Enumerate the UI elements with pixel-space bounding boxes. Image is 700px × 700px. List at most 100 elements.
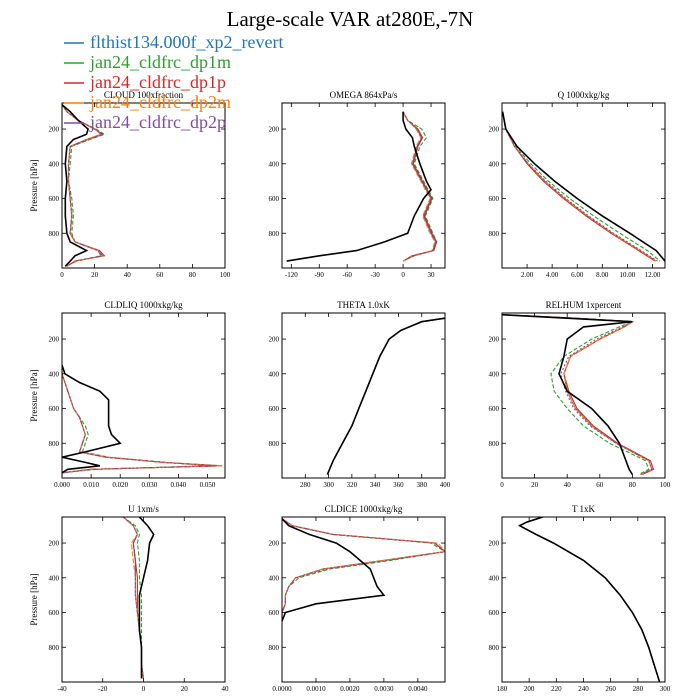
x-tick-label: 340 <box>370 481 381 489</box>
plot-area <box>326 317 445 475</box>
y-tick-label: 200 <box>269 336 280 344</box>
x-tick-label: 4.00 <box>546 271 559 279</box>
axes-frame <box>61 102 226 269</box>
x-tick-label: 0.0000 <box>272 685 292 693</box>
series-line-2 <box>326 317 445 475</box>
series-line-3 <box>62 365 223 474</box>
x-tick-label: 80 <box>629 481 637 489</box>
x-tick-label: -20 <box>98 685 108 693</box>
reference-line <box>502 313 634 475</box>
y-tick-label: 600 <box>49 405 60 413</box>
x-tick-label: 0 <box>401 271 405 279</box>
reference-line <box>326 317 445 475</box>
y-tick-label: 800 <box>269 644 280 652</box>
x-tick-label: 20 <box>91 271 99 279</box>
panel-title: CLDLIQ 1000xkg/kg <box>104 300 183 310</box>
panel-2: 2.00 4.00 6.00 8.00 10.00 12.00 200 400 600 800 Q … <box>489 90 666 279</box>
axes-frame <box>501 516 666 683</box>
legend-entry: flthist134.000f_xp2_revert <box>90 32 283 52</box>
y-tick-label: 200 <box>269 126 280 134</box>
x-tick-label: 20 <box>181 685 189 693</box>
axes-frame <box>61 516 226 683</box>
x-tick-label: 40 <box>564 481 572 489</box>
y-tick-label: 200 <box>489 540 500 548</box>
plot-area <box>502 313 655 476</box>
series-line-3 <box>502 111 657 262</box>
y-tick-label: 600 <box>489 405 500 413</box>
series-line-1 <box>502 111 661 262</box>
y-tick-label: 600 <box>49 609 60 617</box>
axes-frame <box>281 312 446 479</box>
y-tick-label: 400 <box>49 160 60 168</box>
axes-frame <box>281 516 446 683</box>
axes-frame <box>281 102 446 269</box>
series-line-0 <box>502 111 657 262</box>
x-tick-label: 0 <box>60 271 64 279</box>
x-tick-label: 100 <box>660 481 671 489</box>
series-line-2 <box>502 111 656 262</box>
y-tick-label: 800 <box>49 230 60 238</box>
legend-entry: jan24_cldfrc_dp1p <box>89 72 226 92</box>
x-tick-label: -30 <box>370 271 380 279</box>
panel-6: -40 -20 0 20 40 200 400 600 800 U 1xm/s Pressure [… <box>29 504 229 693</box>
x-tick-label: 240 <box>578 685 589 693</box>
x-tick-label: 8.00 <box>596 271 609 279</box>
x-tick-label: 320 <box>347 481 358 489</box>
series-line-0 <box>326 317 445 475</box>
x-tick-label: 100 <box>220 271 231 279</box>
series-line-1 <box>502 314 650 475</box>
legend-entry: jan24_cldfrc_dp2m <box>89 92 231 112</box>
y-tick-label: 200 <box>269 540 280 548</box>
y-tick-label: 200 <box>49 336 60 344</box>
plot-area <box>62 364 223 474</box>
axes-frame <box>501 312 666 479</box>
series-line-4 <box>502 111 658 262</box>
x-tick-label: 360 <box>393 481 404 489</box>
series-line-0 <box>62 365 223 474</box>
y-tick-label: 800 <box>489 440 500 448</box>
y-tick-label: 400 <box>269 370 280 378</box>
panel-title: T 1xK <box>572 504 596 514</box>
x-tick-label: 0.030 <box>141 481 157 489</box>
series-line-4 <box>326 317 445 475</box>
panel-0: 0 20 40 60 80 100 200 400 600 800 CLOUD 100xfracti… <box>29 90 231 279</box>
x-tick-label: 300 <box>660 685 671 693</box>
x-tick-label: 30 <box>428 271 436 279</box>
series-line-2 <box>518 517 661 682</box>
x-tick-label: 0.040 <box>171 481 187 489</box>
x-tick-label: 0.0010 <box>306 685 326 693</box>
series-line-3 <box>326 317 445 475</box>
x-tick-label: 60 <box>156 271 164 279</box>
x-tick-label: -60 <box>343 271 353 279</box>
y-tick-label: 800 <box>489 644 500 652</box>
panel-title: RELHUM 1xpercent <box>546 300 622 310</box>
series-line-1 <box>122 517 145 679</box>
series-line-1 <box>62 365 208 474</box>
x-tick-label: 2.00 <box>521 271 534 279</box>
x-tick-label: 280 <box>633 685 644 693</box>
plot-area <box>122 517 155 679</box>
x-tick-label: 300 <box>323 481 334 489</box>
reference-line <box>282 518 386 622</box>
y-tick-label: 400 <box>489 370 500 378</box>
x-tick-label: 220 <box>551 685 562 693</box>
series-line-4 <box>402 111 437 262</box>
x-tick-label: 60 <box>596 481 604 489</box>
panel-3: 0.000 0.010 0.020 0.030 0.040 0.050 200 400 600 8… <box>29 300 226 489</box>
panel-title: Q 1000xkg/kg <box>558 90 610 100</box>
plot-area <box>286 111 438 262</box>
x-tick-label: 0.0030 <box>374 685 394 693</box>
x-tick-label: 200 <box>524 685 535 693</box>
x-tick-label: 0.020 <box>112 481 128 489</box>
axes-frame <box>61 312 226 479</box>
panel-1: -120 -90 -60 -30 0 30 200 400 600 800 OMEGA 864xPa… <box>269 90 446 279</box>
y-tick-label: 200 <box>489 336 500 344</box>
x-tick-label: 40 <box>124 271 132 279</box>
series-line-2 <box>402 111 438 262</box>
panel-title: CLDICE 1000xkg/kg <box>325 504 403 514</box>
x-tick-label: 40 <box>222 685 230 693</box>
x-tick-label: 0.0040 <box>408 685 428 693</box>
x-tick-label: 0.0020 <box>340 685 360 693</box>
